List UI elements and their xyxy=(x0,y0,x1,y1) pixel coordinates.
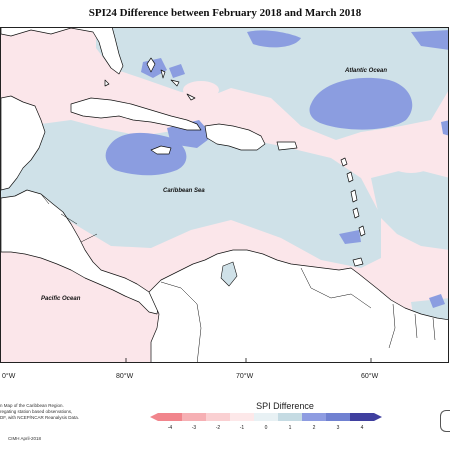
cimh-logo xyxy=(440,410,450,432)
legend-tick-label: -2 xyxy=(216,425,221,431)
florida xyxy=(1,28,124,75)
lake-maracaibo xyxy=(220,261,238,287)
country-borders xyxy=(40,193,436,362)
yucatan xyxy=(1,95,46,191)
legend-swatch xyxy=(158,413,182,421)
lon-label-70w: 70°W xyxy=(236,373,254,380)
puerto-rico xyxy=(276,141,298,151)
legend-tick-label: 0 xyxy=(265,425,268,431)
footnote-line-3: DF, with NCEP/NCAR Reanalysis Data. xyxy=(0,415,80,420)
legend-tick-label: -3 xyxy=(192,425,197,431)
longitude-ticks xyxy=(125,358,372,362)
credit-text: CIMH April-2018 xyxy=(8,436,42,441)
cuba xyxy=(70,97,202,131)
caribbean-map: Atlantic Ocean Caribbean Sea Pacific Oce… xyxy=(1,28,448,362)
legend-swatch xyxy=(350,413,374,421)
legend-swatch xyxy=(206,413,230,421)
legend-tick-label: 1 xyxy=(289,425,292,431)
legend-title: SPI Difference xyxy=(256,401,314,411)
map-title: SPI24 Difference between February 2018 a… xyxy=(88,7,362,19)
jamaica xyxy=(150,145,172,155)
legend-swatch xyxy=(182,413,206,421)
legend-arrow-left xyxy=(150,413,158,421)
map-panel: Atlantic Ocean Caribbean Sea Pacific Oce… xyxy=(0,27,449,363)
footnote-line-1: n Map of the Caribbean Region. xyxy=(0,403,64,408)
negative-anomaly-patches xyxy=(105,30,448,308)
footnote: n Map of the Caribbean Region. regating … xyxy=(0,403,79,421)
lon-label-60w: 60°W xyxy=(361,373,379,380)
legend-swatch xyxy=(230,413,254,421)
legend-swatch xyxy=(326,413,350,421)
hispaniola xyxy=(204,123,266,151)
legend-swatch xyxy=(302,413,326,421)
legend-tick-label: 4 xyxy=(361,425,364,431)
legend-swatch xyxy=(278,413,302,421)
pacific-ocean-label: Pacific Ocean xyxy=(41,296,81,302)
legend-tick-label: 3 xyxy=(337,425,340,431)
lon-label-90w: 0°W xyxy=(2,373,16,380)
legend-arrow-right xyxy=(374,413,382,421)
legend-swatch xyxy=(254,413,278,421)
lon-label-80w: 80°W xyxy=(116,373,134,380)
legend-tick-label: 2 xyxy=(313,425,316,431)
caribbean-sea-label: Caribbean Sea xyxy=(163,188,205,194)
legend-tick-label: -1 xyxy=(240,425,245,431)
atlantic-ocean-label: Atlantic Ocean xyxy=(344,68,387,74)
footnote-line-2: regating station based observations, xyxy=(0,409,73,414)
legend-tick-label: -4 xyxy=(168,425,173,431)
legend-colorbar: -4 -3 -2 -1 0 1 2 3 4 xyxy=(150,413,382,431)
